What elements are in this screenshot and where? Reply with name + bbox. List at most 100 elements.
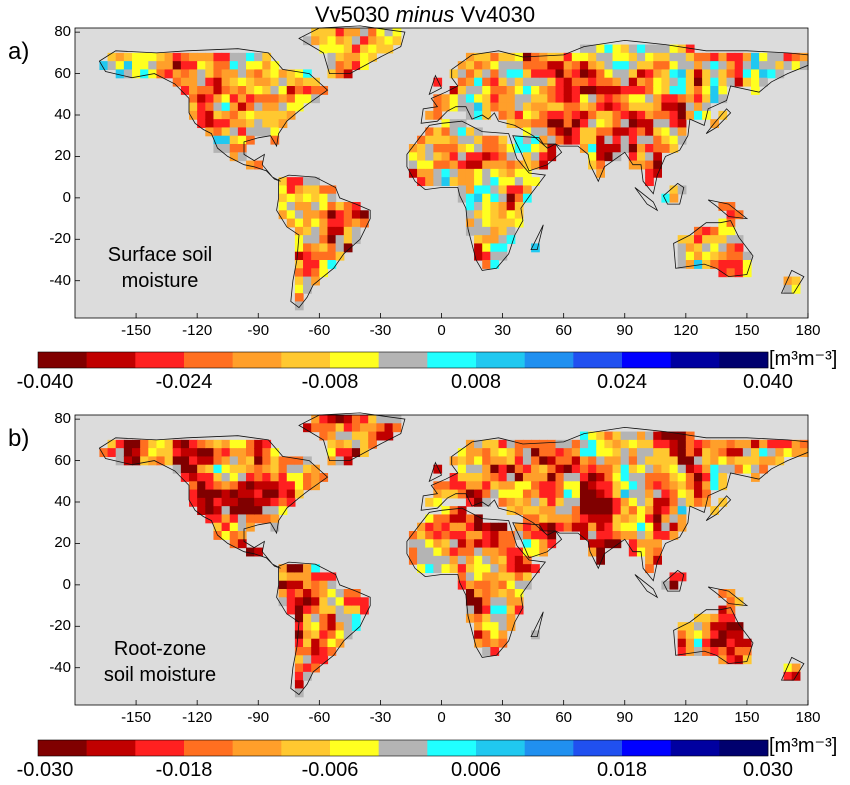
colorbar-swatch <box>281 352 331 368</box>
map-grid-cell <box>653 481 662 491</box>
map-grid-cell <box>571 86 581 95</box>
map-grid-cell <box>237 127 247 137</box>
map-grid-cell <box>596 555 605 565</box>
map-grid-cell <box>596 86 605 95</box>
map-grid-cell <box>685 630 695 640</box>
map-grid-cell <box>645 177 654 187</box>
map-grid-cell <box>604 144 614 153</box>
map-grid-cell <box>514 589 524 598</box>
map-grid-cell <box>278 202 288 211</box>
map-grid-cell <box>246 489 255 499</box>
map-grid-cell <box>628 506 638 516</box>
map-grid-cell <box>311 185 320 195</box>
lat-tick-label: 20 <box>54 147 71 165</box>
map-grid-cell <box>498 86 508 95</box>
map-grid-cell <box>246 464 255 474</box>
map-grid-cell <box>465 77 475 87</box>
map-grid-cell <box>539 119 548 129</box>
map-grid-cell <box>522 160 532 170</box>
map-grid-cell <box>490 210 500 220</box>
map-grid-cell <box>213 119 223 129</box>
map-grid-cell <box>474 547 483 557</box>
map-grid-cell <box>319 605 329 615</box>
map-grid-cell <box>653 473 662 482</box>
map-grid-cell <box>522 177 532 187</box>
map-grid-cell <box>254 94 263 104</box>
map-grid-cell <box>392 423 402 433</box>
map-grid-cell <box>783 284 793 294</box>
map-grid-cell <box>702 226 711 236</box>
map-grid-cell <box>498 489 508 499</box>
map-grid-cell <box>539 448 548 458</box>
map-grid-cell <box>710 61 720 71</box>
map-grid-cell <box>303 202 312 211</box>
map-grid-cell <box>319 235 329 245</box>
map-grid-cell <box>702 243 711 253</box>
map-grid-cell <box>693 94 703 104</box>
map-grid-cell <box>693 226 703 236</box>
map-grid-cell <box>669 481 679 491</box>
map-grid-cell <box>246 102 255 112</box>
map-grid-cell <box>750 473 760 482</box>
map-grid-cell <box>628 497 638 507</box>
map-grid-cell <box>702 630 711 640</box>
map-grid-cell <box>677 251 687 261</box>
map-grid-cell <box>286 177 296 187</box>
map-grid-cell <box>465 572 475 582</box>
map-grid-cell <box>555 522 565 532</box>
map-grid-cell <box>482 226 491 236</box>
map-grid-cell <box>311 210 320 220</box>
map-grid-cell <box>278 185 288 195</box>
colorbar-swatch <box>281 740 331 756</box>
map-grid-cell <box>465 177 475 187</box>
map-grid-cell <box>99 61 109 71</box>
map-grid-cell <box>588 152 597 162</box>
map-grid-cell <box>303 226 312 236</box>
map-grid-cell <box>596 539 605 549</box>
map-grid-cell <box>474 94 483 104</box>
map-grid-cell <box>612 110 622 120</box>
map-grid-cell <box>303 36 312 46</box>
map-grid-cell <box>490 69 500 79</box>
lon-tick-label: -60 <box>308 709 331 726</box>
map-grid-cell <box>555 119 565 129</box>
map-grid-cell <box>498 473 508 482</box>
map-grid-cell <box>205 456 215 466</box>
map-grid-cell <box>286 481 296 491</box>
map-grid-cell <box>237 102 247 112</box>
map-grid-cell <box>531 514 540 524</box>
map-grid-cell <box>237 489 247 499</box>
map-grid-cell <box>571 456 581 466</box>
map-grid-cell <box>441 539 451 549</box>
map-grid-cell <box>221 127 231 137</box>
map-grid-cell <box>531 177 540 187</box>
map-grid-cell <box>531 119 540 129</box>
map-grid-cell <box>335 28 345 37</box>
map-grid-cell <box>197 456 206 466</box>
map-grid-cell <box>718 243 728 253</box>
map-grid-cell <box>303 210 312 220</box>
map-grid-cell <box>547 456 557 466</box>
map-grid-cell <box>278 177 288 187</box>
map-grid-cell <box>726 69 736 79</box>
map-grid-cell <box>539 86 548 95</box>
map-grid-cell <box>123 52 133 62</box>
map-grid-cell <box>294 77 304 87</box>
map-grid-cell <box>645 489 654 499</box>
map-grid-cell <box>522 168 532 178</box>
colorbar-swatch <box>330 352 379 368</box>
map-grid-cell <box>474 613 483 623</box>
map-grid-cell <box>433 464 443 474</box>
map-grid-cell <box>449 564 459 574</box>
map-grid-cell <box>718 647 728 656</box>
map-grid-cell <box>588 547 597 557</box>
map-grid-cell <box>172 439 182 449</box>
map-grid-cell <box>620 127 630 137</box>
map-grid-cell <box>278 489 288 499</box>
map-grid-cell <box>636 144 646 153</box>
map-grid-cell <box>734 268 744 278</box>
map-grid-cell <box>465 135 475 145</box>
map-grid-cell <box>351 448 361 458</box>
map-grid-cell <box>221 473 231 482</box>
map-grid-cell <box>596 431 605 441</box>
